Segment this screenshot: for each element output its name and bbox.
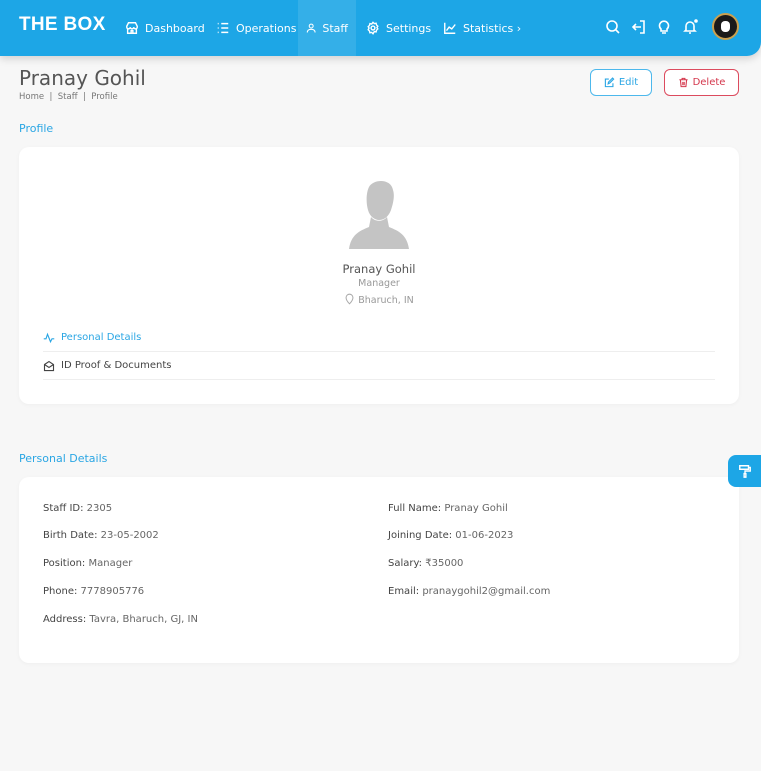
detail-salary: Salary: ₹35000	[388, 558, 464, 569]
delete-button[interactable]: Delete	[664, 69, 739, 96]
notifications-button[interactable]	[682, 19, 698, 35]
detail-full-name: Full Name: Pranay Gohil	[388, 503, 508, 514]
logout-icon	[631, 20, 645, 34]
user-icon	[306, 23, 316, 33]
paint-roller-icon	[738, 465, 751, 478]
store-icon	[126, 22, 138, 34]
nav-settings[interactable]: Settings	[366, 0, 431, 56]
detail-address: Address: Tavra, Bharuch, GJ, IN	[43, 614, 198, 625]
user-avatar[interactable]	[712, 13, 739, 40]
page-title: Pranay Gohil	[19, 66, 146, 90]
nav-label: Staff	[322, 21, 348, 35]
profile-location: Bharuch, IN	[19, 293, 739, 306]
detail-staff-id: Staff ID: 2305	[43, 503, 113, 514]
profile-role: Manager	[358, 278, 400, 289]
nav-label: Operations	[236, 21, 297, 35]
lightbulb-icon	[658, 20, 670, 34]
detail-birth-date: Birth Date: 23-05-2002	[43, 530, 159, 541]
profile-section-title: Profile	[19, 122, 54, 135]
map-pin-icon	[345, 293, 354, 305]
edit-button[interactable]: Edit	[590, 69, 652, 96]
nav-label: Dashboard	[145, 21, 205, 35]
detail-joining-date: Joining Date: 01-06-2023	[388, 530, 514, 541]
logout-button[interactable]	[631, 19, 647, 35]
breadcrumb[interactable]: Home | Staff | Profile	[19, 92, 118, 102]
nav-label: Statistics ›	[463, 21, 522, 35]
nav-staff[interactable]: Staff	[298, 0, 356, 56]
edit-label: Edit	[618, 77, 639, 88]
customizer-button[interactable]	[728, 455, 761, 487]
delete-label: Delete	[692, 77, 726, 88]
theme-button[interactable]	[656, 19, 672, 35]
personal-details-section-title: Personal Details	[19, 452, 108, 465]
trash-icon	[678, 77, 688, 88]
tab-label: ID Proof & Documents	[61, 360, 172, 371]
profile-name: Pranay Gohil	[342, 262, 416, 276]
activity-icon	[43, 332, 55, 343]
list-icon	[217, 22, 229, 34]
tab-id-proof-documents[interactable]: ID Proof & Documents	[43, 352, 715, 380]
avatar-logo	[721, 21, 730, 32]
nav-statistics[interactable]: Statistics ›	[443, 0, 521, 56]
tab-label: Personal Details	[61, 332, 142, 343]
bell-icon	[683, 19, 698, 34]
search-button[interactable]	[605, 19, 621, 35]
logo[interactable]: THE BOX	[19, 14, 106, 35]
edit-icon	[604, 77, 615, 88]
gear-icon	[367, 21, 379, 35]
profile-card: Pranay Gohil Manager Bharuch, IN Persona…	[19, 147, 739, 404]
location-text: Bharuch, IN	[358, 295, 414, 306]
chart-line-icon	[444, 22, 456, 34]
envelope-open-icon	[43, 360, 55, 371]
search-icon	[606, 20, 620, 34]
tab-personal-details[interactable]: Personal Details	[43, 324, 715, 352]
detail-phone: Phone: 7778905776	[43, 586, 145, 597]
nav-dashboard[interactable]: Dashboard	[125, 0, 205, 56]
personal-details-card: Staff ID: 2305 Birth Date: 23-05-2002 Po…	[19, 477, 739, 663]
nav-label: Settings	[386, 21, 432, 35]
avatar-placeholder-icon	[349, 180, 409, 249]
detail-position: Position: Manager	[43, 558, 133, 569]
nav-operations[interactable]: Operations	[216, 0, 296, 56]
top-navbar: THE BOX Dashboard Operations Staff Setti…	[0, 0, 761, 56]
detail-email: Email: pranaygohil2@gmail.com	[388, 586, 551, 597]
